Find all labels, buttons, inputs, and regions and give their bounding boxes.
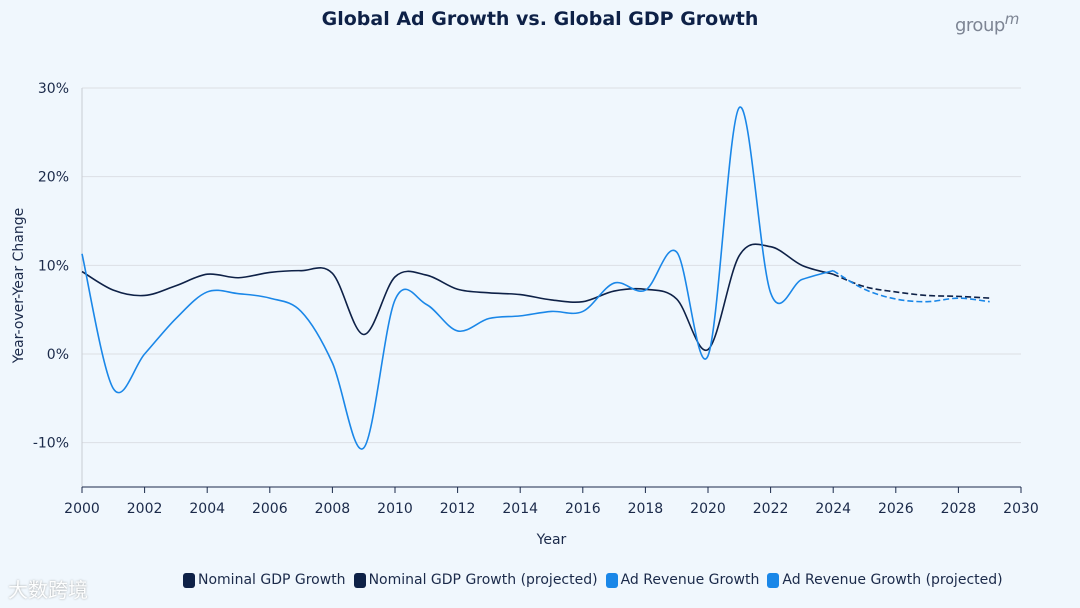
x-tick-label: 2010 bbox=[377, 501, 413, 517]
chart-title: Global Ad Growth vs. Global GDP Growth bbox=[321, 8, 759, 30]
y-tick-label: 30% bbox=[38, 81, 69, 97]
y-tick-label: 0% bbox=[47, 347, 69, 363]
x-tick-label: 2028 bbox=[941, 501, 977, 517]
logo-text: group bbox=[955, 15, 1005, 36]
legend-swatch bbox=[767, 572, 780, 588]
x-tick-label: 2012 bbox=[440, 501, 476, 517]
legend-swatch bbox=[605, 572, 618, 588]
x-tick-label: 2022 bbox=[753, 501, 789, 517]
legend-item-ad-projected[interactable]: Ad Revenue Growth (projected) bbox=[767, 572, 1003, 588]
x-tick-label: 2002 bbox=[127, 501, 163, 517]
series-line-ad-revenue-growth-projected bbox=[832, 269, 990, 303]
x-tick-label: 2016 bbox=[565, 501, 601, 517]
legend-label: Nominal GDP Growth bbox=[198, 572, 346, 588]
series-line-nominal-gdp-growth-projected bbox=[832, 273, 990, 299]
x-tick-label: 2006 bbox=[252, 501, 288, 517]
x-tick-label: 2000 bbox=[64, 501, 100, 517]
y-tick-label: -10% bbox=[33, 436, 69, 452]
x-tick-label: 2020 bbox=[690, 501, 726, 517]
legend-label: Ad Revenue Growth (projected) bbox=[782, 572, 1003, 588]
x-tick-label: 2004 bbox=[189, 501, 225, 517]
x-tick-label: 2014 bbox=[502, 501, 538, 517]
x-tick-label: 2018 bbox=[628, 501, 664, 517]
legend-item-gdp[interactable]: Nominal GDP Growth bbox=[183, 572, 346, 588]
legend-swatch bbox=[353, 572, 366, 588]
logo-sup: m bbox=[1004, 10, 1020, 28]
legend: Nominal GDP Growth Nominal GDP Growth (p… bbox=[183, 572, 1003, 588]
x-tick-label: 2008 bbox=[315, 501, 351, 517]
legend-label: Ad Revenue Growth bbox=[620, 572, 760, 588]
y-tick-label: 20% bbox=[38, 170, 69, 186]
groupm-logo: groupm bbox=[955, 10, 1019, 36]
legend-item-ad[interactable]: Ad Revenue Growth bbox=[605, 572, 760, 588]
x-tick-label: 2030 bbox=[1003, 501, 1039, 517]
legend-swatch bbox=[183, 572, 195, 588]
legend-item-gdp-projected[interactable]: Nominal GDP Growth (projected) bbox=[353, 572, 598, 588]
watermark: 大数跨境 bbox=[8, 578, 88, 602]
x-tick-label: 2024 bbox=[815, 501, 851, 517]
y-axis-label: Year-over-Year Change bbox=[11, 208, 27, 364]
x-axis-label: Year bbox=[536, 532, 567, 548]
y-tick-label: 10% bbox=[38, 258, 69, 274]
legend-label: Nominal GDP Growth (projected) bbox=[368, 572, 598, 588]
series-line-ad-revenue-growth bbox=[81, 106, 834, 450]
x-tick-label: 2026 bbox=[878, 501, 914, 517]
